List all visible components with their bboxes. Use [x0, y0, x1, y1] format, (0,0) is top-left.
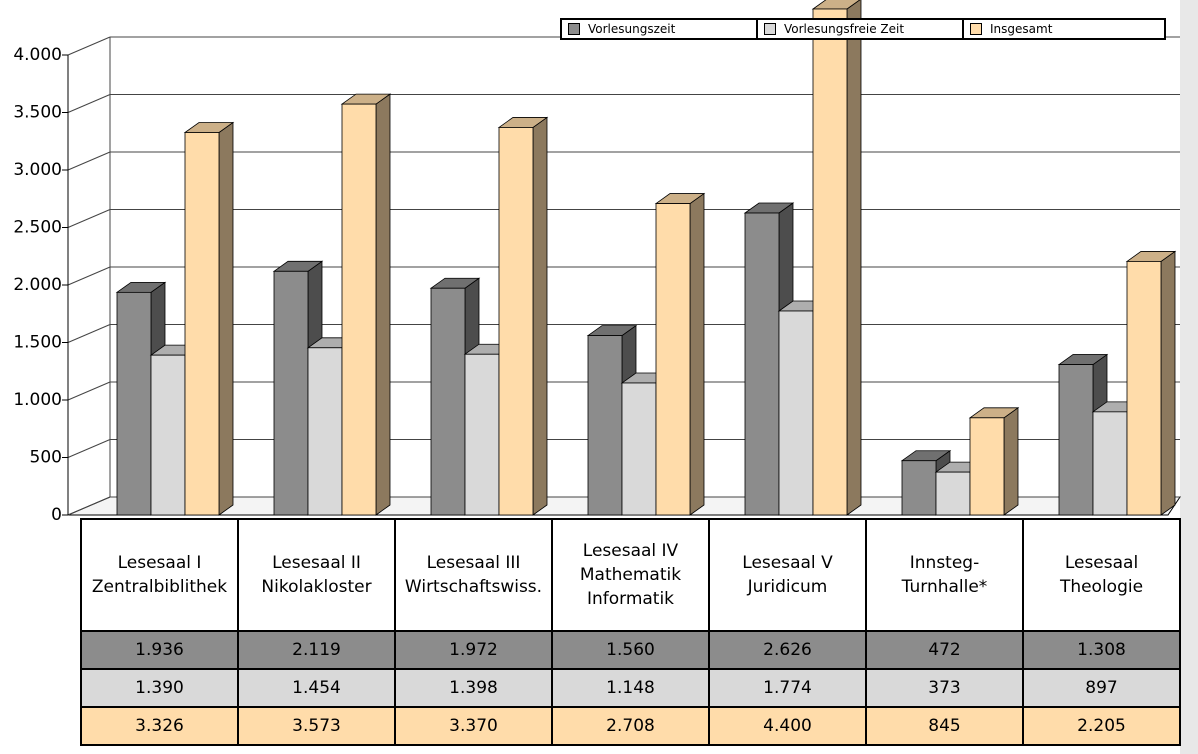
value-cell: 472 — [865, 630, 1024, 670]
value-cell: 2.626 — [708, 630, 867, 670]
table-row: 1.936 2.119 1.972 1.560 2.626 472 1.308 — [80, 630, 1181, 670]
y-tick-label: 4.000 — [13, 45, 62, 65]
bar — [1092, 411, 1128, 516]
legend-swatch — [568, 23, 580, 35]
category-label: Lesesaal IV Mathematik Informatik — [551, 518, 710, 632]
value-cell: 1.560 — [551, 630, 710, 670]
value-cell: 373 — [865, 668, 1024, 708]
value-cell: 897 — [1022, 668, 1181, 708]
bar — [655, 203, 691, 516]
y-tick-label: 3.500 — [13, 103, 62, 123]
value-cell: 2.205 — [1022, 706, 1181, 746]
bar-side — [1003, 407, 1019, 516]
bar — [464, 353, 500, 516]
value-cell: 3.370 — [394, 706, 553, 746]
legend-label: Vorlesungszeit — [588, 22, 676, 36]
bar — [150, 354, 186, 516]
bar — [1126, 261, 1162, 516]
category-label: Lesesaal III Wirtschaftswiss. — [394, 518, 553, 632]
legend-item: Vorlesungszeit — [560, 18, 758, 40]
value-cell: 1.390 — [80, 668, 239, 708]
grid-connector — [67, 36, 111, 56]
bar — [1058, 364, 1094, 516]
table-header-row: Lesesaal I Zentralbiblithek Lesesaal II N… — [80, 518, 1181, 632]
bar — [901, 460, 937, 516]
y-tick-label: 2.500 — [13, 218, 62, 238]
bar-side — [375, 93, 391, 516]
value-cell: 1.936 — [80, 630, 239, 670]
value-cell: 1.972 — [394, 630, 553, 670]
value-cell: 845 — [865, 706, 1024, 746]
bar — [969, 417, 1005, 516]
bar-side — [218, 121, 234, 516]
value-cell: 2.708 — [551, 706, 710, 746]
legend-swatch — [970, 23, 982, 35]
value-cell: 2.119 — [237, 630, 396, 670]
y-tick-label: 500 — [30, 448, 62, 468]
bar-side — [1160, 250, 1176, 516]
category-label: Lesesaal V Juridicum — [708, 518, 867, 632]
category-label: Lesesaal Theologie — [1022, 518, 1181, 632]
y-tick-label: 3.000 — [13, 160, 62, 180]
value-cell: 4.400 — [708, 706, 867, 746]
table-row: 3.326 3.573 3.370 2.708 4.400 845 2.205 — [80, 706, 1181, 746]
bar — [341, 103, 377, 516]
grid-connector — [67, 266, 111, 286]
bar — [621, 382, 657, 516]
category-label: Lesesaal II Nikolakloster — [237, 518, 396, 632]
data-table: Lesesaal I Zentralbiblithek Lesesaal II N… — [80, 518, 1181, 746]
grid-connector — [67, 439, 111, 458]
value-cell: 3.573 — [237, 706, 396, 746]
bar-side — [689, 192, 705, 516]
value-cell: 1.774 — [708, 668, 867, 708]
y-tick-label: 2.000 — [13, 275, 62, 295]
side-strip — [1180, 0, 1198, 754]
value-cell: 1.398 — [394, 668, 553, 708]
grid-connector — [67, 324, 111, 343]
bar — [116, 291, 152, 516]
bar — [307, 347, 343, 516]
bar — [778, 310, 814, 516]
bar-side — [532, 116, 548, 516]
grid-connector — [67, 496, 111, 516]
y-tick-label: 1.500 — [13, 333, 62, 353]
category-label: Lesesaal I Zentralbiblithek — [80, 518, 239, 632]
value-cell: 1.308 — [1022, 630, 1181, 670]
table-row: 1.390 1.454 1.398 1.148 1.774 373 897 — [80, 668, 1181, 708]
value-cell: 1.454 — [237, 668, 396, 708]
grid-connector — [67, 94, 111, 113]
category-label: Innsteg- Turnhalle* — [865, 518, 1024, 632]
y-tick-label: 0 — [51, 505, 62, 525]
grid-connector — [67, 151, 111, 171]
bar-side — [846, 0, 862, 516]
bar — [184, 132, 220, 516]
legend: Vorlesungszeit Vorlesungsfreie Zeit Insges… — [560, 18, 1166, 40]
bar — [273, 270, 309, 516]
bar — [812, 8, 848, 516]
grid-connector — [67, 209, 111, 228]
legend-label: Insgesamt — [990, 22, 1053, 36]
value-cell: 1.148 — [551, 668, 710, 708]
value-cell: 3.326 — [80, 706, 239, 746]
bar — [498, 127, 534, 516]
grid-connector — [67, 381, 111, 401]
legend-item: Insgesamt — [962, 18, 1166, 40]
bar — [587, 335, 623, 516]
y-tick-label: 1.000 — [13, 390, 62, 410]
legend-item: Vorlesungsfreie Zeit — [756, 18, 964, 40]
legend-swatch — [764, 23, 776, 35]
bar — [430, 287, 466, 516]
legend-label: Vorlesungsfreie Zeit — [784, 22, 905, 36]
bar — [935, 471, 971, 516]
bar — [744, 212, 780, 516]
